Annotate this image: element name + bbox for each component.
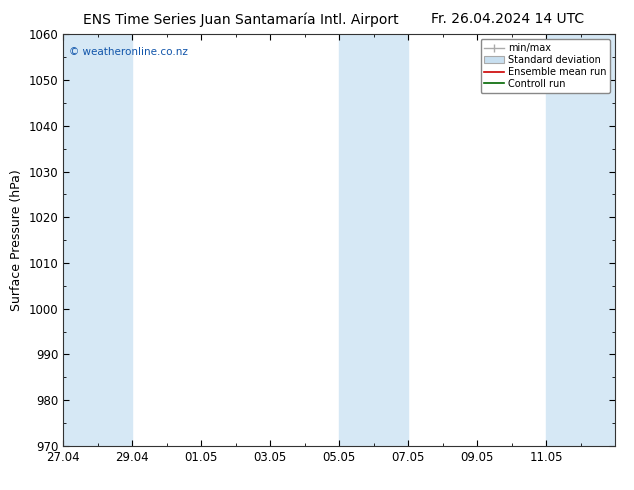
Bar (546, 34, 615, 446)
Legend: min/max, Standard deviation, Ensemble mean run, Controll run: min/max, Standard deviation, Ensemble me… (481, 39, 610, 93)
Text: © weatheronline.co.nz: © weatheronline.co.nz (69, 47, 188, 57)
Bar (63, 34, 133, 446)
Text: ENS Time Series Juan Santamaría Intl. Airport: ENS Time Series Juan Santamaría Intl. Ai… (83, 12, 399, 27)
Bar (339, 34, 408, 446)
Text: Fr. 26.04.2024 14 UTC: Fr. 26.04.2024 14 UTC (430, 12, 584, 26)
Y-axis label: Surface Pressure (hPa): Surface Pressure (hPa) (10, 169, 23, 311)
